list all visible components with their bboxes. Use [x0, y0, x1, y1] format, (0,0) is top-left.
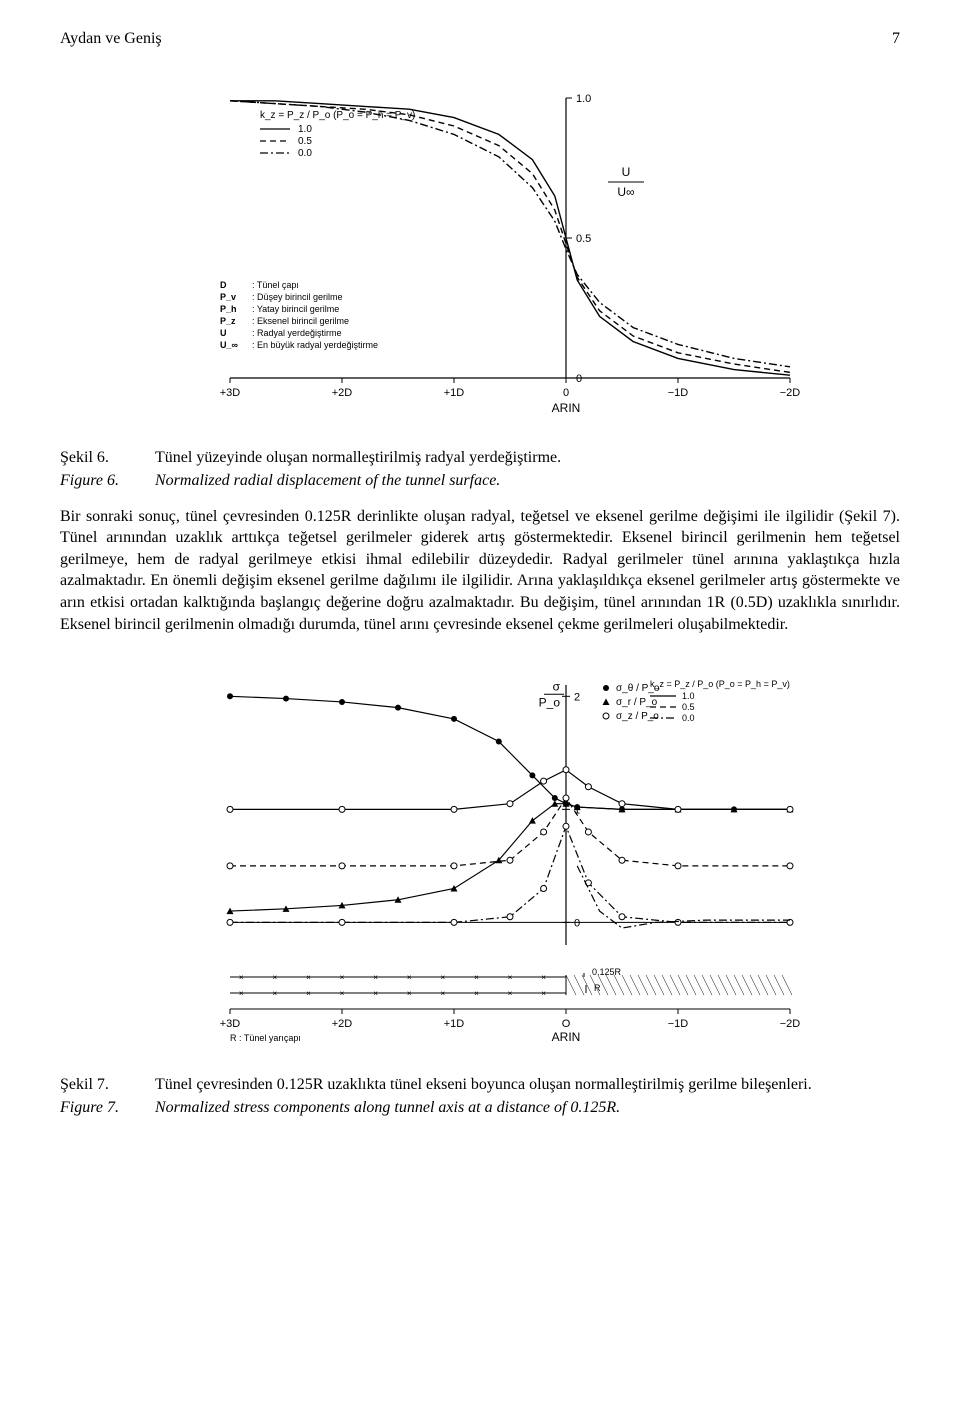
svg-text:1.0: 1.0 [576, 93, 591, 105]
svg-text:: Eksenel birincil gerilme: : Eksenel birincil gerilme [252, 316, 349, 326]
svg-text:×: × [508, 989, 513, 998]
figure-6-caption-en: Figure 6. Normalized radial displacement… [60, 471, 900, 492]
svg-text:O: O [562, 1018, 571, 1030]
svg-text:U: U [220, 328, 227, 338]
caption-label: Şekil 7. [60, 1075, 155, 1096]
caption-text: Tünel yüzeyinde oluşan normalleştirilmiş… [155, 448, 900, 469]
svg-text:2: 2 [574, 691, 580, 703]
svg-text:×: × [440, 989, 445, 998]
svg-text:×: × [340, 989, 345, 998]
svg-text:: Düşey birincil gerilme: : Düşey birincil gerilme [252, 292, 343, 302]
figure-6-caption-tr: Şekil 6. Tünel yüzeyinde oluşan normalle… [60, 448, 900, 469]
svg-text:+3D: +3D [220, 1018, 241, 1030]
caption-label: Figure 7. [60, 1098, 155, 1119]
svg-text:+1D: +1D [444, 387, 465, 399]
svg-text:P_h: P_h [220, 304, 237, 314]
svg-text:×: × [272, 989, 277, 998]
svg-text:×: × [474, 989, 479, 998]
svg-text:U_∞: U_∞ [220, 340, 239, 350]
svg-text:×: × [407, 973, 412, 982]
svg-text:+3D: +3D [220, 387, 241, 399]
svg-text:σ: σ [553, 679, 561, 693]
svg-text:×: × [541, 973, 546, 982]
page-number: 7 [892, 30, 900, 48]
figure-7-caption-tr: Şekil 7. Tünel çevresinden 0.125R uzaklı… [60, 1075, 900, 1096]
caption-text: Tünel çevresinden 0.125R uzaklıkta tünel… [155, 1075, 900, 1096]
page-header: Aydan ve Geniş 7 [60, 30, 900, 48]
svg-text:k_z = P_z / P_o (P_o = P_h =: k_z = P_z / P_o (P_o = P_h = P_v) [260, 110, 415, 121]
svg-text:×: × [306, 989, 311, 998]
svg-text:σ_r / P_o: σ_r / P_o [616, 697, 658, 708]
svg-text:−1D: −1D [668, 387, 689, 399]
svg-text:D: D [220, 280, 227, 290]
svg-text:R : Tünel yarıçapı: R : Tünel yarıçapı [230, 1033, 301, 1043]
body-paragraph: Bir sonraki sonuç, tünel çevresinden 0.1… [60, 506, 900, 636]
svg-text:×: × [508, 973, 513, 982]
svg-text:0.5: 0.5 [298, 136, 312, 147]
svg-text:: En büyük radyal yerdeğiştirm: : En büyük radyal yerdeğiştirme [252, 340, 378, 350]
svg-text:P_o: P_o [539, 695, 561, 709]
svg-text:σ_z / P_o: σ_z / P_o [616, 711, 659, 722]
svg-text:×: × [239, 989, 244, 998]
svg-text:×: × [541, 989, 546, 998]
svg-text:1.0: 1.0 [682, 691, 695, 701]
svg-text:×: × [239, 973, 244, 982]
caption-text: Normalized radial displacement of the tu… [155, 471, 900, 492]
svg-text:×: × [474, 973, 479, 982]
svg-text:+2D: +2D [332, 1018, 353, 1030]
svg-text:+1D: +1D [444, 1018, 465, 1030]
svg-text:U∞: U∞ [617, 185, 634, 199]
caption-label: Figure 6. [60, 471, 155, 492]
svg-text:k_z = P_z / P_o (P_o = P_h =: k_z = P_z / P_o (P_o = P_h = P_v) [650, 679, 790, 689]
svg-text:R: R [594, 983, 601, 993]
svg-text:0.0: 0.0 [682, 713, 695, 723]
svg-text:0.125R: 0.125R [592, 967, 622, 977]
svg-text:×: × [306, 973, 311, 982]
svg-text:−2D: −2D [780, 1018, 801, 1030]
svg-text:0.5: 0.5 [682, 702, 695, 712]
svg-text:×: × [373, 989, 378, 998]
figure-7-caption-en: Figure 7. Normalized stress components a… [60, 1098, 900, 1119]
svg-text:×: × [373, 973, 378, 982]
header-left: Aydan ve Geniş [60, 30, 162, 48]
svg-text:−1D: −1D [668, 1018, 689, 1030]
svg-text:×: × [340, 973, 345, 982]
svg-text:−2D: −2D [780, 387, 801, 399]
svg-text:: Yatay birincil gerilme: : Yatay birincil gerilme [252, 304, 339, 314]
svg-text:×: × [407, 989, 412, 998]
svg-text:U: U [622, 165, 631, 179]
svg-text:+2D: +2D [332, 387, 353, 399]
svg-text:1.0: 1.0 [298, 124, 312, 135]
svg-text:ARIN: ARIN [552, 1030, 581, 1044]
figure-7-chart: 012σP_oσ_θ / P_oσ_r / P_oσ_z / P_ok_z = … [110, 655, 850, 1055]
svg-text:0: 0 [563, 387, 569, 399]
svg-text:0: 0 [574, 918, 580, 930]
svg-text:ARIN: ARIN [552, 401, 581, 415]
caption-text: Normalized stress components along tunne… [155, 1098, 900, 1119]
svg-text:0.0: 0.0 [298, 148, 312, 159]
svg-text:×: × [272, 973, 277, 982]
svg-text:: Radyal yerdeğiştirme: : Radyal yerdeğiştirme [252, 328, 342, 338]
svg-text:P_z: P_z [220, 316, 236, 326]
svg-text:P_v: P_v [220, 292, 236, 302]
svg-text:: Tünel çapı: : Tünel çapı [252, 280, 299, 290]
svg-text:0: 0 [576, 373, 582, 385]
figure-6-chart: 1.00.50UU∞+3D+2D+1D0−1D−2DARINk_z = P_z … [110, 68, 850, 428]
svg-text:×: × [440, 973, 445, 982]
caption-label: Şekil 6. [60, 448, 155, 469]
svg-text:0.5: 0.5 [576, 233, 591, 245]
